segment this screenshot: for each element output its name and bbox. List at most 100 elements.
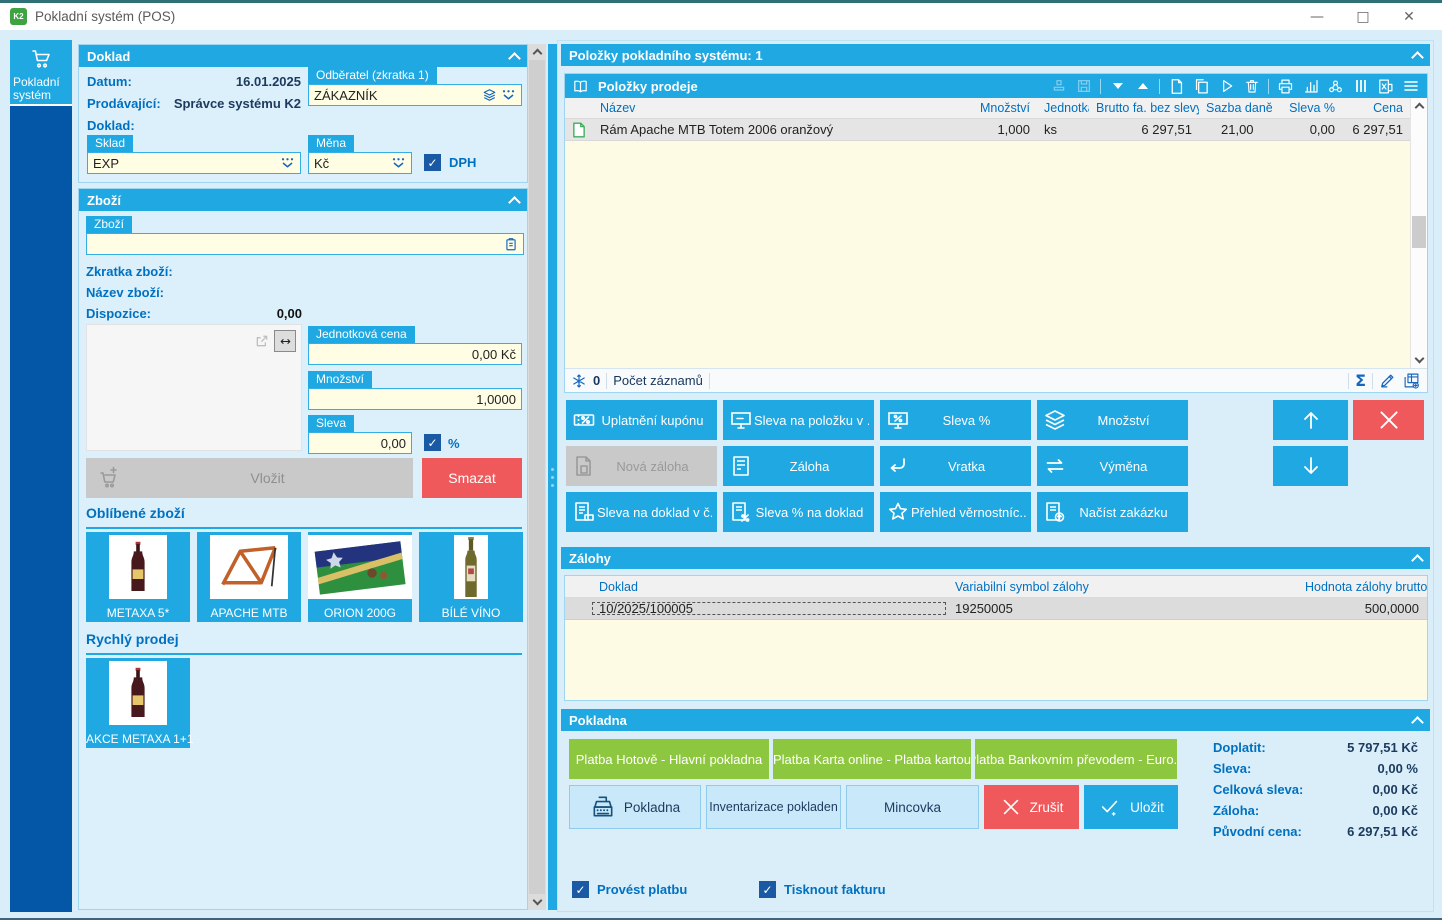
sidebar-item-pokladni-system[interactable]: Pokladní systém [10,40,72,106]
platba-karta-button[interactable]: Platba Karta online - Platba kartou [773,739,971,779]
col-sazba[interactable]: Sazba daně [1206,101,1272,115]
uplatneni-kuponu-button[interactable]: Uplatnění kupónu [566,400,717,440]
product-tile-apache-mtb[interactable]: APACHE MTB [197,532,301,622]
mnozstvi-button[interactable]: Množství [1037,400,1188,440]
zbozi-input[interactable] [86,233,524,255]
pocet-zaznamu-button[interactable]: Počet záznamů [613,373,703,388]
inventarizace-button[interactable]: Inventarizace pokladen [706,785,841,829]
col-mnozstvi[interactable]: Množství [979,101,1030,115]
move-up-button[interactable] [1273,400,1348,440]
minimize-button[interactable]: — [1310,8,1324,25]
dropdown-icon[interactable] [280,156,295,170]
layers-lookup-icon[interactable] [482,88,497,102]
mnozstvi-input[interactable] [308,388,522,410]
sleva-percent-checkbox[interactable]: ✓ [424,434,441,451]
mincovka-button[interactable]: Mincovka [846,785,979,829]
col-sleva[interactable]: Sleva % [1289,101,1335,115]
snowflake-icon[interactable] [571,373,587,389]
jednotkova-cena-tab-label[interactable]: Jednotková cena [308,326,415,343]
tisknout-fakturu-checkbox[interactable]: ✓ [759,881,776,898]
sklad-combo[interactable]: EXP [87,152,301,174]
smazat-button[interactable]: Smazat [422,458,522,498]
sleva-na-polozku-button[interactable]: Sleva na položku v ... [723,400,874,440]
maximize-button[interactable]: □ [1356,8,1370,25]
mena-tab-label[interactable]: Měna [308,135,355,152]
mena-combo[interactable]: Kč [308,152,412,174]
related-records-icon[interactable] [1325,76,1346,97]
sleva-procent-button[interactable]: Sleva % [880,400,1031,440]
provest-platbu-checkbox[interactable]: ✓ [572,881,589,898]
clipboard-icon[interactable] [504,237,518,252]
scrollbar-thumb[interactable] [529,60,545,894]
scrollbar-thumb[interactable] [1412,216,1426,248]
col-doklad[interactable]: Doklad [599,579,638,594]
sklad-tab-label[interactable]: Sklad [87,135,134,152]
odberatel-tab-label[interactable]: Odběratel (zkratka 1) [308,67,437,84]
columns-icon[interactable] [1350,76,1371,97]
col-nazev[interactable]: Název [600,101,636,115]
product-tile-akce-metaxa[interactable]: AKCE METAXA 1+1 [86,658,194,748]
dph-checkbox[interactable]: ✓ [424,154,441,171]
nova-zaloha-button[interactable]: Nová záloha [566,446,717,486]
open-external-icon[interactable] [254,333,270,349]
vlozit-button[interactable]: Vložit [86,458,413,498]
run-icon[interactable] [1216,76,1237,97]
delete-icon[interactable] [1241,76,1262,97]
sort-descending-icon[interactable] [1107,76,1128,97]
sort-ascending-icon[interactable] [1132,76,1153,97]
vymena-button[interactable]: Výměna [1037,446,1188,486]
ulozit-button[interactable]: Uložit [1084,785,1178,829]
collapse-icon[interactable] [508,51,521,65]
collapse-icon[interactable] [1411,553,1424,567]
zrusit-button[interactable]: Zrušit [984,785,1079,829]
edit-pencil-icon[interactable] [1379,372,1396,389]
nacist-zakazku-button[interactable]: Načíst zakázku [1037,492,1188,532]
jednotkova-cena-input[interactable] [308,343,522,365]
stamp-icon[interactable] [1048,76,1069,97]
table-row[interactable]: 10/2025/100005 19250005 500,0000 [565,598,1427,620]
dropdown-icon[interactable] [501,88,516,102]
collapse-icon[interactable] [1411,715,1424,729]
platba-prevodem-button[interactable]: Platba Bankovním převodem - Euro... [975,739,1177,779]
col-brutto[interactable]: Brutto fa. bez slevy [1096,101,1199,115]
dropdown-icon[interactable] [391,156,406,170]
sum-icon[interactable]: Σ [1355,371,1366,390]
menu-icon[interactable] [1400,76,1421,97]
save-icon[interactable] [1073,76,1094,97]
sleva-tab-label[interactable]: Sleva [308,415,355,432]
zaloha-button[interactable]: Záloha [723,446,874,486]
print-icon[interactable] [1275,76,1296,97]
collapse-icon[interactable] [508,195,521,209]
new-record-icon[interactable] [1166,76,1187,97]
vratka-button[interactable]: Vratka [880,446,1031,486]
platba-hotove-button[interactable]: Platba Hotově - Hlavní pokladna [569,739,769,779]
chart-icon[interactable] [1300,76,1321,97]
left-panel-scrollbar[interactable] [528,44,546,910]
col-jednotka[interactable]: Jednotka [1044,101,1089,115]
table-row[interactable]: Rám Apache MTB Totem 2006 oranžový 1,000… [565,119,1427,141]
prehled-vernostnich-button[interactable]: Přehled věrnostníc... [880,492,1031,532]
product-tile-metaxa[interactable]: METAXA 5* [86,532,190,622]
sleva-na-doklad-button[interactable]: Sleva na doklad v č... [566,492,717,532]
panel-splitter[interactable] [548,44,557,910]
col-hodnota[interactable]: Hodnota zálohy brutto [1305,579,1427,594]
move-down-button[interactable] [1273,446,1348,486]
excel-export-icon[interactable] [1375,76,1396,97]
zbozi-tab-label[interactable]: Zboží [86,216,133,233]
fit-image-button[interactable] [274,330,296,352]
table-add-icon[interactable] [1402,372,1421,389]
col-cena[interactable]: Cena [1373,101,1403,115]
product-tile-bile-vino[interactable]: BÍLÉ VÍNO [419,532,523,622]
items-table-scrollbar[interactable] [1410,98,1427,368]
close-button[interactable]: ✕ [1403,8,1415,25]
sleva-input[interactable] [308,432,412,454]
sleva-procent-na-doklad-button[interactable]: Sleva % na doklad [723,492,874,532]
product-tile-orion[interactable]: ORION 200G [308,532,412,622]
odberatel-combo[interactable]: ZÁKAZNÍK [308,84,522,106]
mnozstvi-tab-label[interactable]: Množství [308,371,373,388]
col-vs[interactable]: Variabilní symbol zálohy [955,579,1089,594]
copy-record-icon[interactable] [1191,76,1212,97]
pokladna-button[interactable]: Pokladna [569,785,701,829]
collapse-icon[interactable] [1411,50,1424,64]
delete-item-button[interactable] [1353,400,1424,440]
